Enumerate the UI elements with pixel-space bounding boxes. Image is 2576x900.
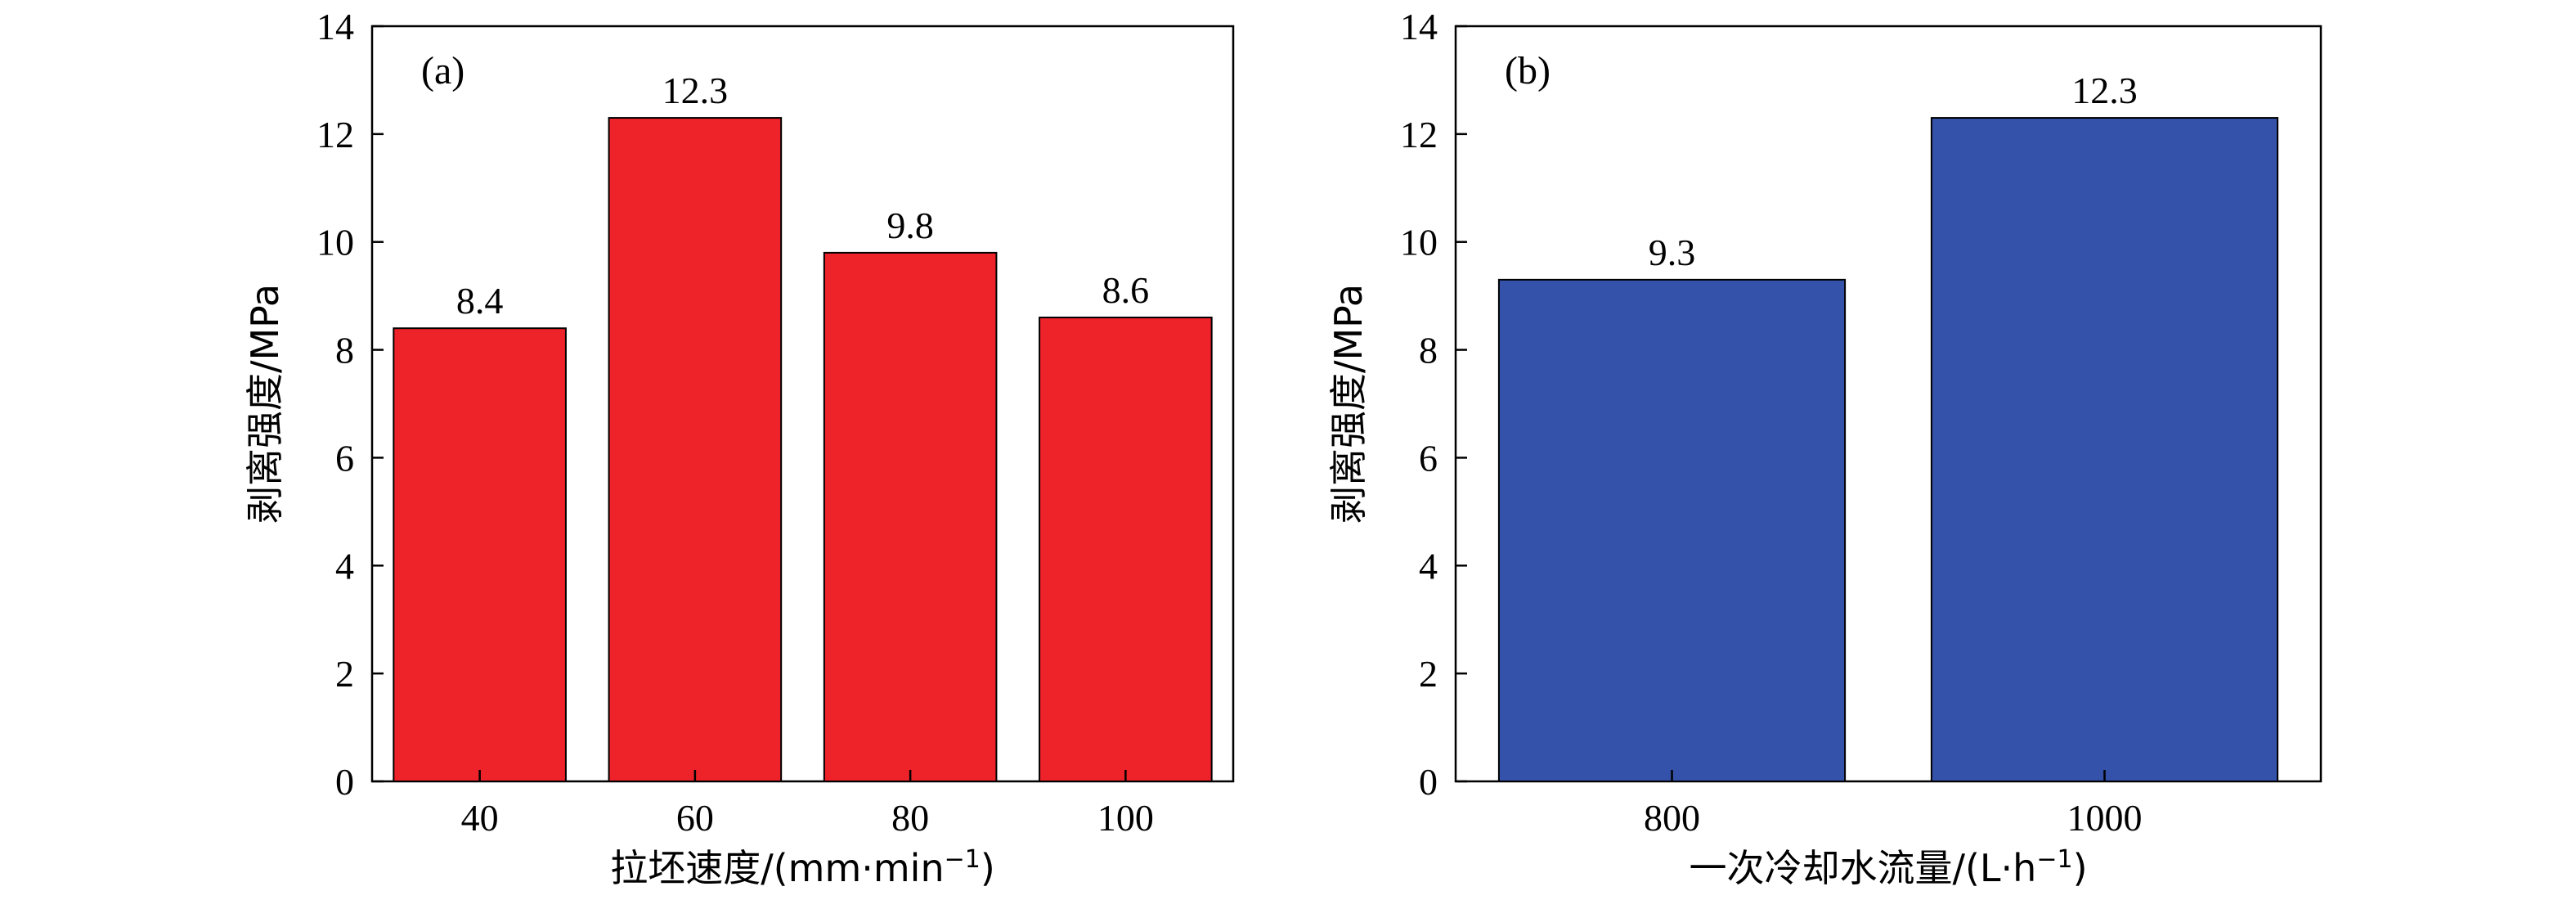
panel-label: (b) <box>1505 49 1551 92</box>
data-label: 8.6 <box>1102 269 1150 311</box>
x-axis-title-superscript: −1 <box>2036 845 2072 874</box>
y-tick-label: 12 <box>316 114 354 155</box>
x-tick-label: 40 <box>461 797 499 839</box>
y-axis-title: 剥离强度/MPa <box>1326 284 1371 524</box>
chart-panel-b: 0 2 4 6 8 10 12 14 9.3 12.3 800 1000 (b) 剥离强度/MPa… <box>1326 6 2322 891</box>
panel-label: (a) <box>421 49 464 92</box>
y-tick-label: 2 <box>1419 653 1438 695</box>
y-tick-label: 2 <box>335 653 354 695</box>
bar-80 <box>823 251 998 782</box>
plot-area-frame <box>1454 25 2322 783</box>
y-tick-label: 14 <box>1400 6 1438 47</box>
y-tick-label: 10 <box>1400 222 1438 263</box>
x-tick-label: 80 <box>891 797 929 839</box>
y-tick-label: 8 <box>335 330 354 371</box>
bars: 9.3 12.3 <box>1497 70 2279 783</box>
data-label: 9.8 <box>886 205 934 246</box>
x-tick-label: 100 <box>1097 797 1154 839</box>
y-tick-label: 4 <box>1419 545 1438 587</box>
y-tick-label: 6 <box>1419 437 1438 479</box>
x-tick-label: 1000 <box>2067 797 2143 839</box>
bars: 8.4 12.3 9.8 8.6 <box>393 70 1213 783</box>
x-axis-title: 拉坯速度/(mm·min−1) <box>610 845 995 891</box>
data-label: 8.4 <box>456 280 504 322</box>
y-tick-label: 12 <box>1400 114 1438 155</box>
y-tick-label: 8 <box>1419 330 1438 371</box>
bar-1000 <box>1930 117 2279 783</box>
y-tick-label: 10 <box>316 222 354 263</box>
x-axis: 800 1000 <box>1644 770 2143 839</box>
data-label: 9.3 <box>1649 232 1696 273</box>
x-axis-title-main: 一次冷却水流量/(L·h <box>1689 846 2036 890</box>
y-tick-label: 4 <box>335 545 354 587</box>
x-tick-label: 800 <box>1644 797 1700 839</box>
y-axis: 0 2 4 6 8 10 12 14 <box>1400 6 1467 803</box>
x-tick-label: 60 <box>676 797 714 839</box>
data-label: 12.3 <box>662 70 729 111</box>
x-axis-title-main: 拉坯速度/(mm·min <box>610 846 944 890</box>
x-axis: 40 60 80 100 <box>461 770 1154 839</box>
bar-100 <box>1039 317 1213 782</box>
x-axis-title-superscript: −1 <box>945 845 981 874</box>
x-axis-title: 一次冷却水流量/(L·h−1) <box>1689 845 2087 891</box>
x-axis-title-close: ) <box>981 846 995 890</box>
x-axis-title-close: ) <box>2073 846 2088 890</box>
bar-800 <box>1497 278 1847 783</box>
plot-area-frame <box>370 25 1235 783</box>
y-axis-title: 剥离强度/MPa <box>243 284 287 524</box>
y-tick-label: 0 <box>1419 761 1438 803</box>
y-axis: 0 2 4 6 8 10 12 14 <box>316 6 384 803</box>
y-tick-label: 0 <box>335 761 354 803</box>
bar-40 <box>393 327 567 782</box>
data-label: 12.3 <box>2071 70 2138 111</box>
y-tick-label: 14 <box>316 6 354 47</box>
y-tick-label: 6 <box>335 437 354 479</box>
bar-60 <box>608 117 783 783</box>
